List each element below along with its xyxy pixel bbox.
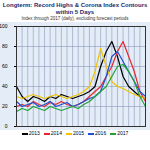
html-text:2013: 2013 [28,130,40,136]
html-text:2015: 2015 [72,130,85,136]
html-text:2016: 2016 [95,130,107,136]
svg-text:20: 20 [2,103,8,109]
svg-text:40: 40 [2,83,8,89]
html-text:Longterm: Record Highs & Coron: Longterm: Record Highs & Corona Index Co… [2,2,148,15]
html-text:Index through 2017 (daily), ex: Index through 2017 (daily), excluding fo… [21,16,129,21]
svg-text:0: 0 [5,123,8,129]
html-text:2017: 2017 [117,130,129,136]
svg-text:100: 100 [0,23,8,29]
html-text:2014: 2014 [50,130,62,136]
svg-text:80: 80 [2,43,8,49]
svg-text:60: 60 [2,63,8,69]
